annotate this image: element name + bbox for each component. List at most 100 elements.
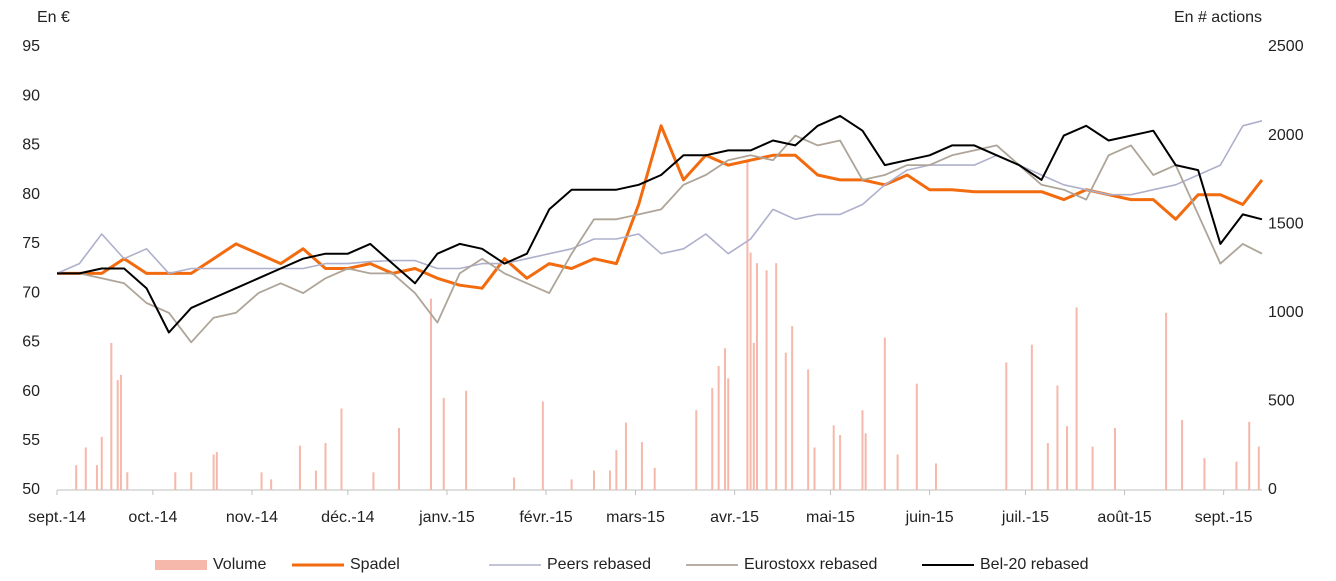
- y2-tick-label: 2500: [1268, 38, 1304, 55]
- volume-bar: [915, 383, 918, 490]
- y-tick-label: 75: [22, 235, 40, 252]
- volume-bar: [752, 342, 755, 490]
- y-tick-label: 70: [22, 284, 40, 301]
- volume-bar: [1257, 446, 1260, 490]
- volume-bar: [212, 454, 215, 490]
- x-tick-label: juil.-15: [1001, 509, 1049, 526]
- volume-bar: [1046, 443, 1049, 490]
- legend-label: Volume: [213, 556, 266, 573]
- y-tick-label: 90: [22, 87, 40, 104]
- volume-bar: [340, 408, 343, 490]
- series-line: [56, 120, 1263, 275]
- volume-bar: [1235, 461, 1238, 490]
- volume-bar: [541, 401, 544, 490]
- x-tick-label: mars-15: [606, 509, 665, 526]
- volume-bar: [813, 447, 816, 490]
- volume-bar: [1203, 458, 1206, 490]
- volume-bar: [861, 410, 864, 490]
- volume-bar: [695, 410, 698, 490]
- volume-bar: [807, 369, 810, 490]
- volume-bar: [615, 450, 618, 490]
- y-tick-label: 55: [22, 432, 40, 449]
- y-axis-label: En €: [37, 9, 70, 26]
- volume-bar: [465, 390, 468, 490]
- x-tick-label: juin-15: [905, 509, 954, 526]
- volume-bar: [1005, 362, 1008, 490]
- volume-bar: [372, 472, 375, 490]
- volume-bar: [100, 436, 103, 490]
- volume-bar: [95, 465, 98, 490]
- volume-bar: [110, 342, 113, 490]
- volume-bar: [896, 454, 899, 490]
- volume-bar: [398, 427, 401, 490]
- volume-bar: [174, 472, 177, 490]
- volume-bar: [126, 472, 129, 490]
- x-tick-label: sept.-14: [28, 509, 86, 526]
- y-tick-label: 85: [22, 137, 40, 154]
- y-tick-label: 50: [22, 481, 40, 498]
- volume-bar: [1030, 344, 1033, 490]
- volume-bar: [775, 263, 778, 490]
- volume-bar: [190, 472, 193, 490]
- series-line: [57, 134, 1263, 344]
- volume-bar: [119, 374, 122, 490]
- series-line: [57, 124, 1264, 290]
- x-tick-label: nov.-14: [226, 509, 278, 526]
- x-tick-label: sept.-15: [1195, 509, 1253, 526]
- volume-bar: [324, 443, 327, 490]
- volume-bar: [624, 422, 627, 490]
- volume-bar: [1181, 420, 1184, 490]
- x-tick-label: août-15: [1097, 509, 1151, 526]
- volume-bar: [1056, 385, 1059, 490]
- y-tick-label: 65: [22, 334, 40, 351]
- volume-bar: [260, 472, 263, 490]
- x-tick-label: déc.-14: [321, 509, 374, 526]
- volume-bar: [883, 337, 886, 490]
- x-tick-label: janv.-15: [418, 509, 475, 526]
- volume-bar: [608, 470, 611, 490]
- legend-label: Peers rebased: [547, 556, 651, 573]
- volume-bar: [749, 252, 752, 490]
- volume-bar: [314, 470, 317, 490]
- volume-bar: [1075, 307, 1078, 490]
- volume-bar: [1248, 421, 1251, 490]
- legend-label: Spadel: [350, 556, 400, 573]
- y2-tick-label: 2000: [1268, 127, 1304, 144]
- y-tick-label: 60: [22, 383, 40, 400]
- y2-tick-label: 1500: [1268, 215, 1304, 232]
- volume-bar: [513, 477, 516, 490]
- volume-bar: [832, 425, 835, 490]
- volume-bar: [298, 445, 301, 490]
- volume-bar: [592, 470, 595, 490]
- volume-bar: [116, 380, 119, 490]
- volume-bar: [755, 263, 758, 490]
- volume-bar: [429, 298, 432, 490]
- volume-bar: [270, 479, 273, 490]
- volume-bar: [442, 397, 445, 490]
- volume-bar: [746, 160, 749, 490]
- y2-tick-label: 1000: [1268, 304, 1304, 321]
- volume-bar: [1165, 312, 1168, 490]
- y2-tick-label: 0: [1268, 481, 1277, 498]
- volume-bar: [75, 465, 78, 490]
- volume-bar: [653, 467, 656, 490]
- volume-bar: [727, 378, 730, 490]
- x-tick-label: oct.-14: [128, 509, 177, 526]
- volume-bar: [791, 326, 794, 490]
- x-tick-label: avr.-15: [710, 509, 759, 526]
- volume-bar: [717, 365, 720, 490]
- volume-bar: [724, 348, 727, 490]
- y2-axis-label: En # actions: [1174, 9, 1262, 26]
- y-tick-label: 95: [22, 38, 40, 55]
- volume-bar: [84, 447, 87, 490]
- volume-bar: [765, 270, 768, 490]
- volume-bar: [570, 479, 573, 490]
- legend-swatch: [155, 560, 207, 570]
- volume-bar: [640, 442, 643, 490]
- volume-bar: [1066, 426, 1069, 490]
- volume-bar: [1091, 446, 1094, 490]
- series-line: [57, 114, 1263, 334]
- volume-bar: [1113, 427, 1116, 490]
- x-tick-label: févr.-15: [519, 509, 572, 526]
